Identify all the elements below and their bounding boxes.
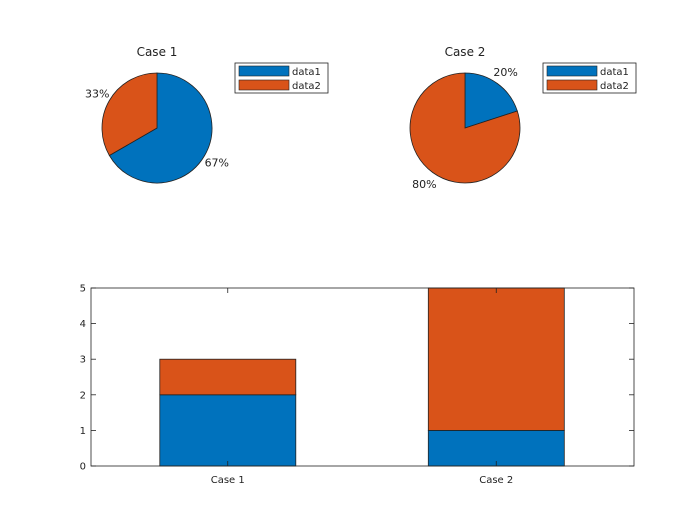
bar-segment-1-case-2 (427, 429, 565, 467)
bar-segment-1-case-1 (159, 394, 297, 467)
y-tick-label: 0 (80, 462, 86, 473)
stacked-bar-chart: 0 1 2 3 4 5 Case 1 Case 2 (80, 284, 635, 486)
x-tick-label: Case 1 (211, 475, 245, 486)
legend-label-data1: data1 (292, 67, 321, 78)
legend-swatch-data2 (238, 79, 290, 91)
legend-label-data2: data2 (292, 81, 321, 92)
pie-percent-label-data2: 33% (85, 88, 109, 101)
bar-segment-2-case-2 (427, 287, 565, 431)
legend-swatch-data2 (546, 79, 598, 91)
y-tick-label: 4 (80, 319, 86, 330)
pie-slice-data2 (409, 72, 521, 184)
pie-slice-data1 (108, 72, 213, 184)
pie-chart-case-1: Case 1 67% 33% data1 data2 (85, 45, 329, 184)
y-tick-label: 2 (80, 390, 86, 401)
pie-chart-case-2: Case 2 20% 80% data1 data2 (409, 45, 637, 191)
legend-swatch-data1 (238, 65, 290, 77)
bar-segment-2-case-1 (159, 358, 297, 396)
pie-title-case-1: Case 1 (137, 45, 178, 59)
legend-swatch-data1 (546, 65, 598, 77)
pie-legend-case-2: data1 data2 (542, 62, 637, 94)
pie-percent-label-data1: 67% (205, 157, 229, 170)
pie-percent-label-data2: 80% (412, 178, 436, 191)
pie-slice-data2 (101, 72, 158, 157)
legend-label-data2: data2 (600, 81, 629, 92)
pie-title-case-2: Case 2 (445, 45, 486, 59)
pie-slice-data1 (464, 72, 518, 129)
pie-legend-case-1: data1 data2 (234, 62, 329, 94)
bar-plot-frame (90, 287, 635, 467)
pie-percent-label-data1: 20% (493, 66, 517, 79)
x-tick-label: Case 2 (479, 475, 513, 486)
legend-label-data1: data1 (600, 67, 629, 78)
y-tick-label: 1 (80, 426, 86, 437)
y-tick-label: 3 (80, 355, 86, 366)
y-tick-label: 5 (80, 284, 86, 295)
